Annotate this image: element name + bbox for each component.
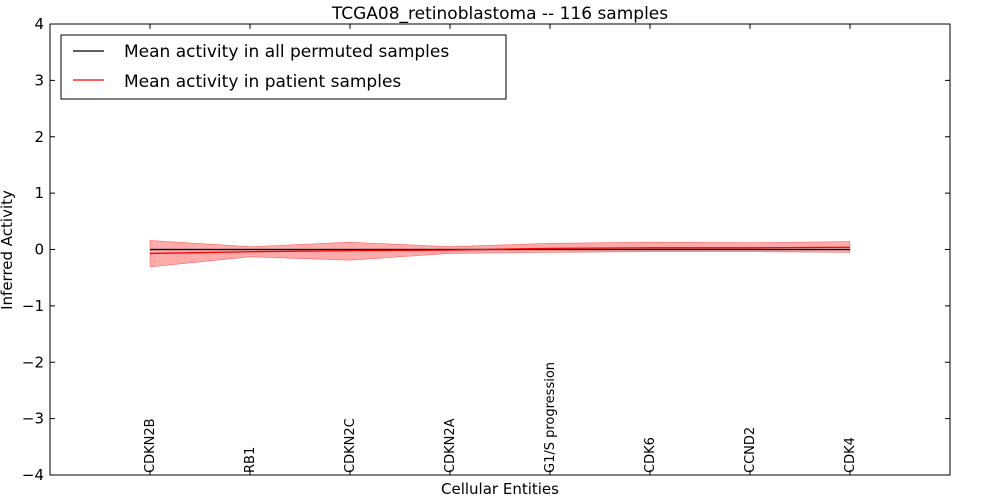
y-tick-label: −4 (22, 466, 44, 484)
legend: Mean activity in all permuted samples Me… (60, 34, 507, 100)
x-axis: CDKN2B RB1 CDKN2C CDKN2A G1/S progression CDK… (143, 24, 858, 475)
legend-frame (60, 34, 507, 100)
x-tick-label: CDKN2C (343, 418, 358, 473)
x-tick-label: CDK4 (843, 437, 858, 473)
confidence-bands (149, 240, 851, 268)
patient-confidence-band (149, 240, 851, 268)
y-axis: −4 −3 −2 −1 0 1 2 3 4 (22, 15, 950, 484)
legend-label-permuted: Mean activity in all permuted samples (124, 42, 449, 62)
y-tick-label: 1 (34, 184, 44, 202)
x-tick-label: CDKN2B (143, 418, 158, 473)
y-tick-label: 2 (34, 128, 44, 146)
x-tick-label: G1/S progression (543, 362, 558, 473)
x-axis-label: Cellular Entities (441, 480, 559, 498)
chart-title: TCGA08_retinoblastoma -- 116 samples (331, 4, 668, 24)
y-axis-label: Inferred Activity (0, 190, 16, 310)
y-tick-label: 0 (34, 241, 44, 259)
y-tick-label: −2 (22, 353, 44, 371)
y-tick-label: −3 (22, 410, 44, 428)
x-tick-label: CDK6 (643, 437, 658, 473)
patient-mean-line (149, 246, 851, 255)
y-tick-label: 4 (34, 15, 44, 33)
x-tick-label: RB1 (243, 447, 258, 473)
x-tick-label: CCND2 (743, 427, 758, 473)
y-tick-label: 3 (34, 71, 44, 89)
x-tick-label: CDKN2A (443, 418, 458, 473)
series-lines (149, 246, 851, 255)
legend-label-patient: Mean activity in patient samples (124, 72, 401, 92)
y-tick-label: −1 (22, 297, 44, 315)
